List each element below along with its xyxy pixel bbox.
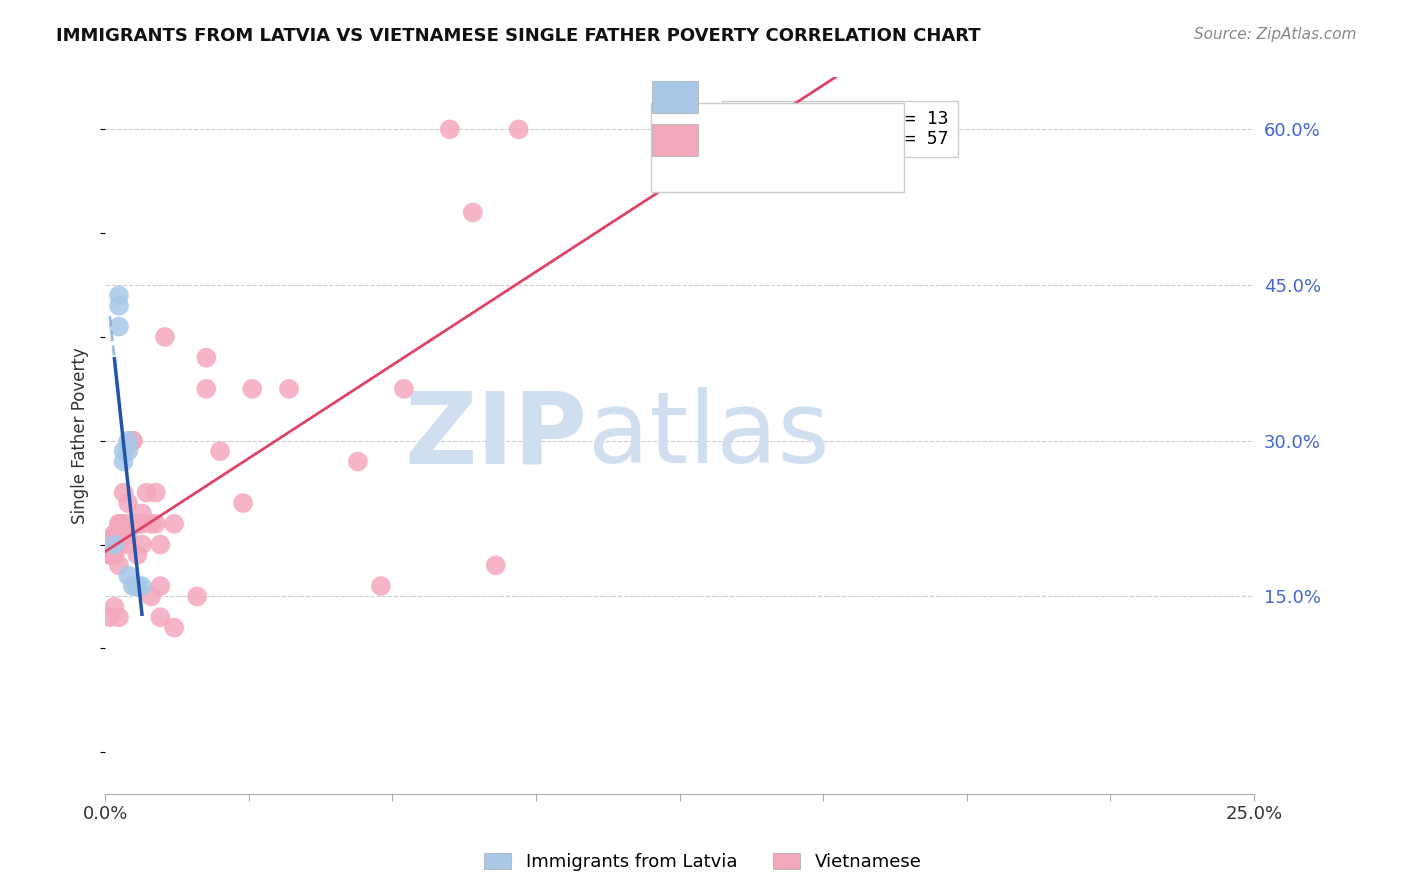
FancyBboxPatch shape (652, 124, 697, 156)
Point (145, 516, 167, 531)
Text: R = 0.331   N = 13
  R = 0.113   N = 57: R = 0.331 N = 13 R = 0.113 N = 57 (731, 110, 949, 148)
Point (153, 330, 176, 344)
Point (131, 507, 153, 521)
Point (127, 516, 149, 531)
Point (439, 122, 461, 136)
Point (98, 610, 121, 624)
Point (347, 454, 370, 468)
Point (117, 527, 139, 541)
FancyBboxPatch shape (652, 81, 697, 113)
Point (108, 516, 131, 531)
Point (370, 579, 392, 593)
Point (145, 485, 167, 500)
Point (112, 527, 135, 541)
Point (149, 579, 172, 593)
Point (117, 537, 139, 551)
Point (103, 537, 125, 551)
Point (103, 548, 125, 562)
Point (103, 548, 125, 562)
Point (112, 516, 135, 531)
Point (163, 621, 186, 635)
Point (121, 434, 143, 448)
Point (209, 444, 232, 458)
FancyBboxPatch shape (651, 103, 904, 192)
Point (108, 288, 131, 302)
Point (117, 496, 139, 510)
Text: R = 0.113: R = 0.113 (709, 153, 799, 170)
Point (131, 516, 153, 531)
Text: ZIP: ZIP (405, 387, 588, 484)
Point (392, 382, 415, 396)
Point (141, 590, 163, 604)
Point (149, 610, 172, 624)
Point (127, 579, 149, 593)
Point (195, 351, 218, 365)
Point (98, 548, 121, 562)
Point (508, 122, 530, 136)
Point (127, 579, 149, 593)
Text: N = 57: N = 57 (811, 153, 875, 170)
Point (163, 516, 186, 531)
Point (103, 599, 125, 614)
Point (117, 516, 139, 531)
Point (108, 516, 131, 531)
Legend: Immigrants from Latvia, Vietnamese: Immigrants from Latvia, Vietnamese (477, 846, 929, 879)
Point (98, 548, 121, 562)
Point (141, 516, 163, 531)
Text: atlas: atlas (588, 387, 830, 484)
Point (121, 579, 143, 593)
Point (117, 444, 139, 458)
Point (121, 434, 143, 448)
Point (108, 558, 131, 573)
Point (461, 205, 484, 219)
Point (240, 382, 263, 396)
Point (127, 516, 149, 531)
Point (98, 537, 121, 551)
Point (117, 568, 139, 582)
Point (232, 496, 254, 510)
Point (135, 485, 157, 500)
Point (108, 527, 131, 541)
Point (108, 610, 131, 624)
Point (98, 537, 121, 551)
Point (103, 537, 125, 551)
Point (485, 558, 508, 573)
Point (278, 382, 301, 396)
Point (112, 485, 135, 500)
Point (127, 548, 149, 562)
Point (108, 537, 131, 551)
Point (112, 444, 135, 458)
Point (108, 299, 131, 313)
Point (108, 319, 131, 334)
Text: R = 0.331: R = 0.331 (709, 113, 799, 131)
Text: Source: ZipAtlas.com: Source: ZipAtlas.com (1194, 27, 1357, 42)
Point (186, 590, 208, 604)
Y-axis label: Single Father Poverty: Single Father Poverty (72, 347, 89, 524)
Point (103, 527, 125, 541)
Point (103, 527, 125, 541)
Point (117, 434, 139, 448)
Point (112, 454, 135, 468)
Text: IMMIGRANTS FROM LATVIA VS VIETNAMESE SINGLE FATHER POVERTY CORRELATION CHART: IMMIGRANTS FROM LATVIA VS VIETNAMESE SIN… (56, 27, 981, 45)
Point (131, 537, 153, 551)
Point (131, 579, 153, 593)
Text: N = 13: N = 13 (811, 113, 875, 131)
Point (195, 382, 218, 396)
Point (149, 537, 172, 551)
